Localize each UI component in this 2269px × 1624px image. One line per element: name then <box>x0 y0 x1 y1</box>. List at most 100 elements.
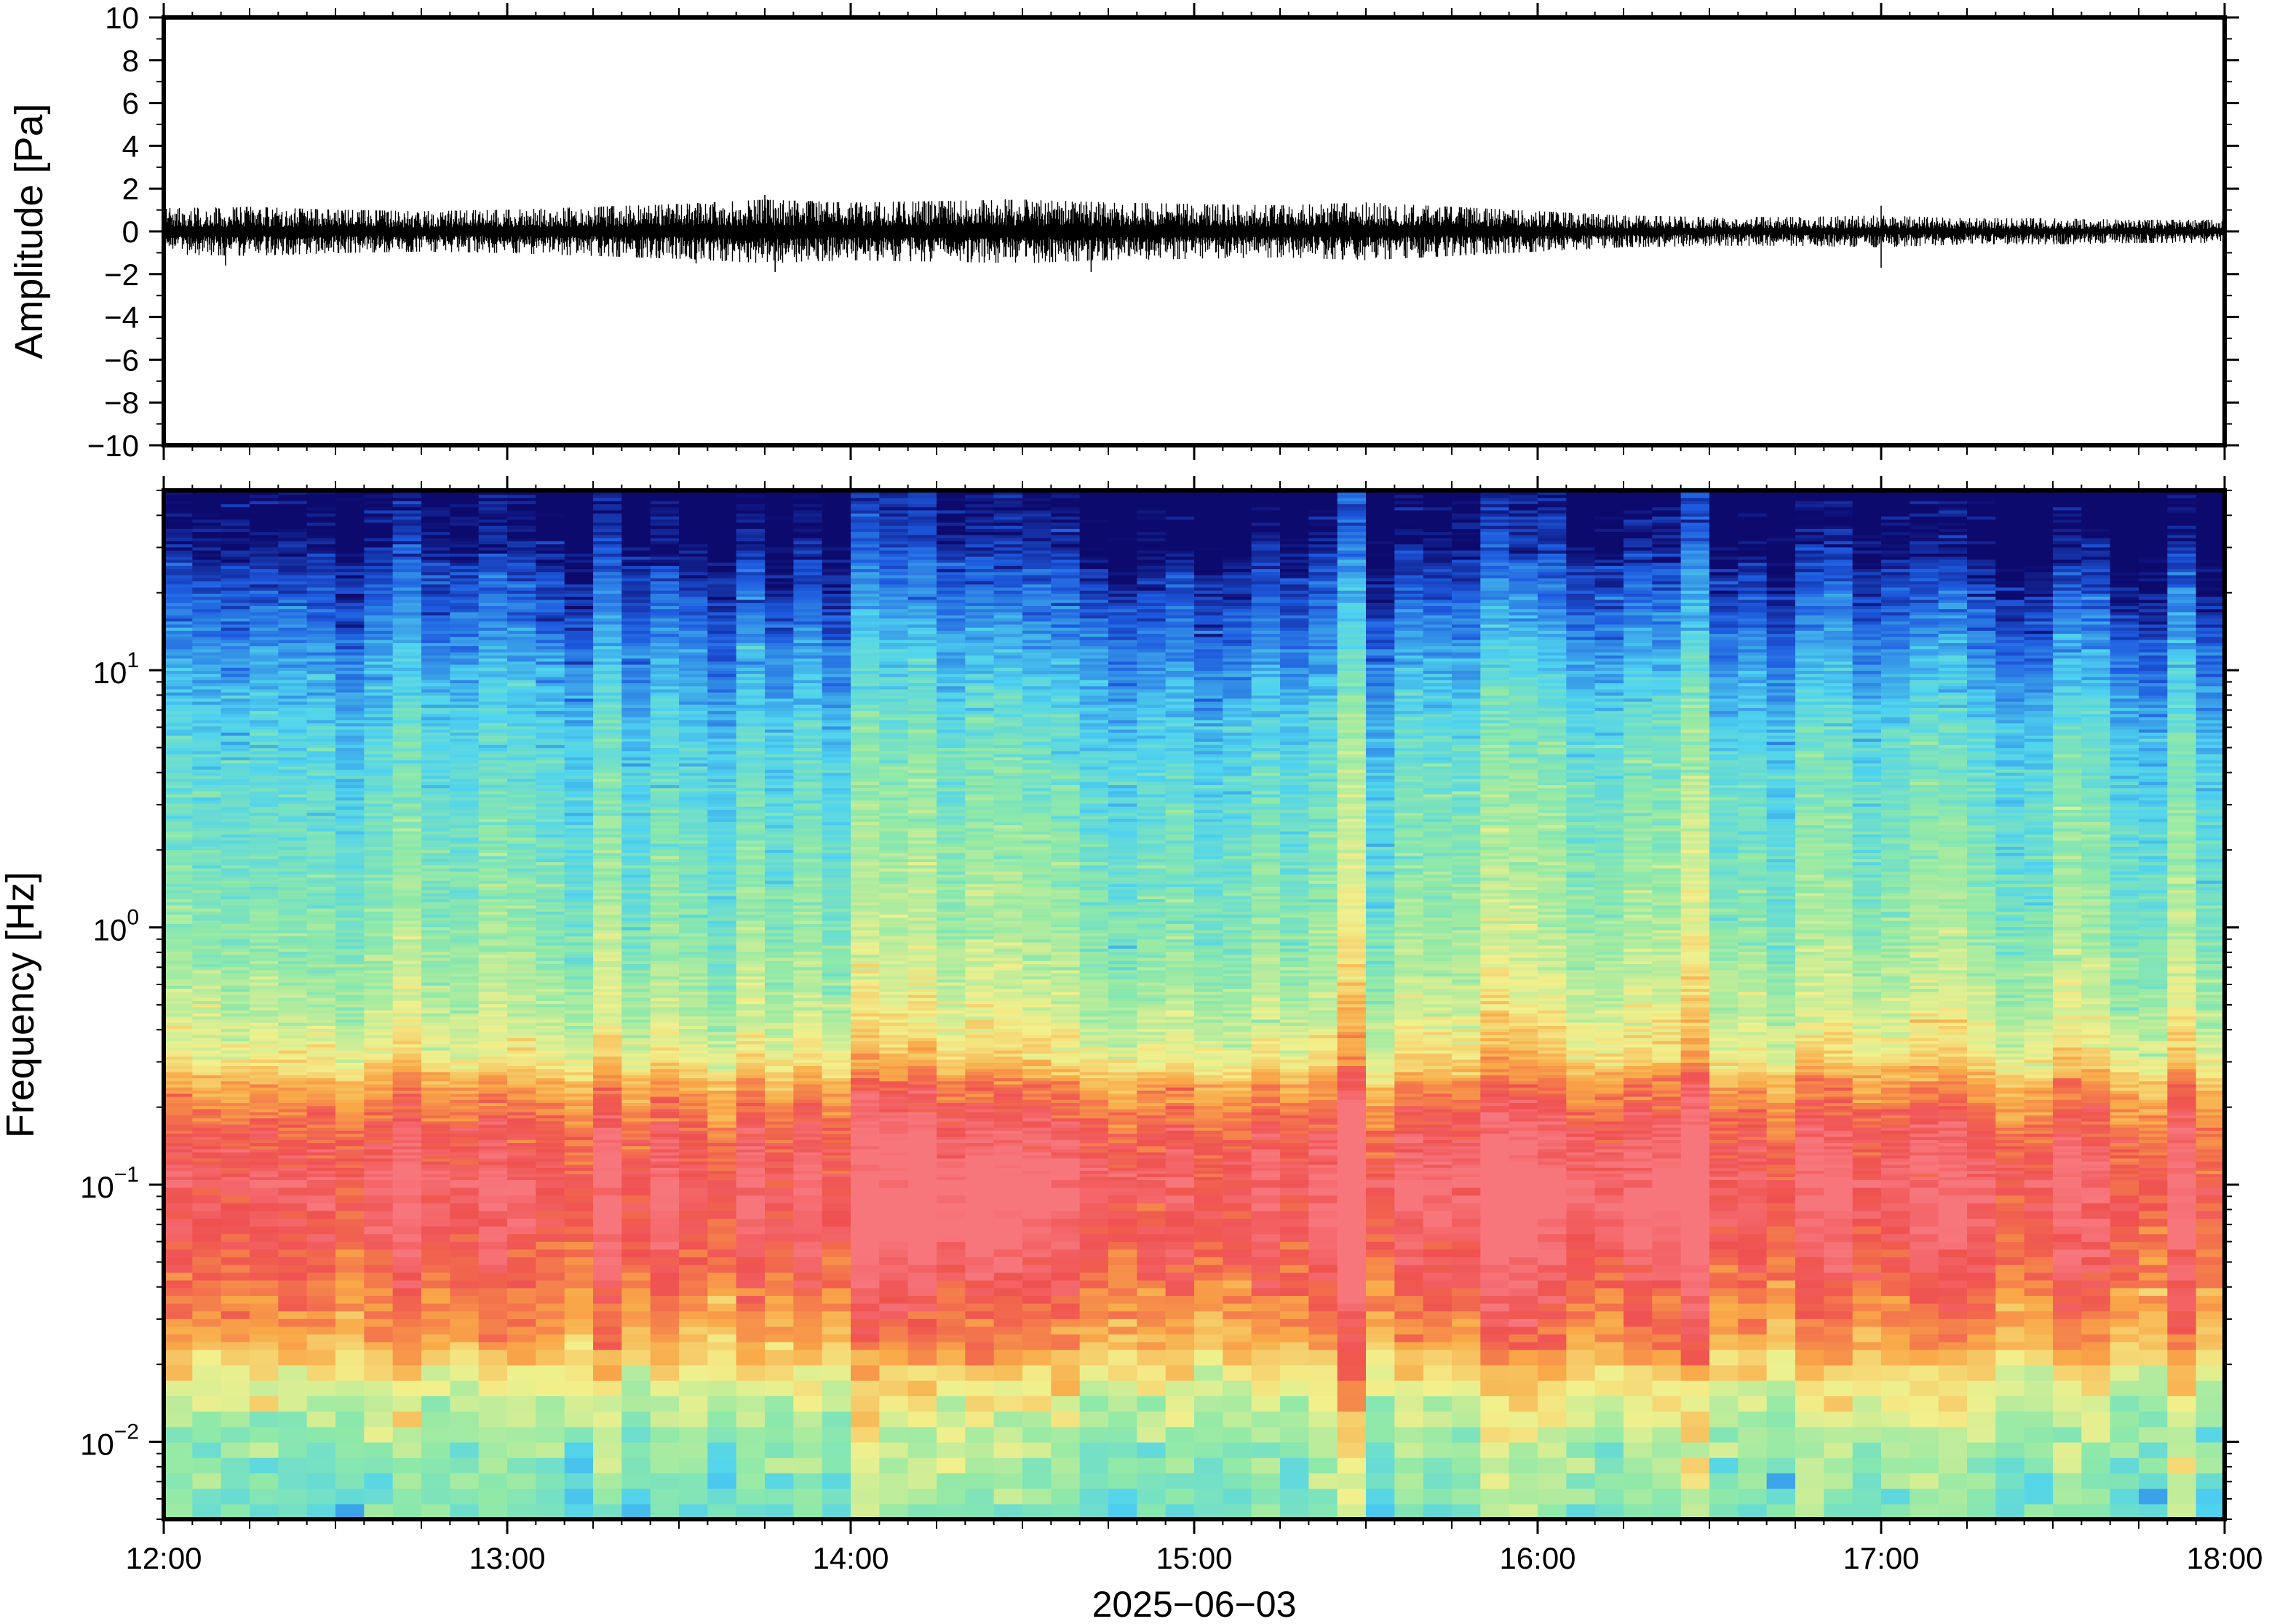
spectrogram-cell <box>421 1072 450 1075</box>
spectrogram-cell <box>164 1127 193 1131</box>
spectrogram-cell <box>364 911 393 915</box>
spectrogram-cell <box>651 939 680 943</box>
spectrogram-cell <box>364 853 393 856</box>
spectrogram-cell <box>565 541 594 544</box>
spectrogram-cell <box>221 568 250 572</box>
spectrogram-cell <box>593 1318 622 1326</box>
spectrogram-cell <box>164 958 193 961</box>
spectrogram-cell <box>421 1025 450 1029</box>
spectrogram-cell <box>250 1084 279 1088</box>
spectrogram-cell <box>421 1365 450 1381</box>
spectrogram-cell <box>250 769 279 773</box>
spectrogram-cell <box>536 967 565 971</box>
spectrogram-cell <box>621 748 651 752</box>
spectrogram-cell <box>565 744 594 748</box>
spectrogram-cell <box>593 776 622 779</box>
spectrogram-cell <box>479 627 508 631</box>
spectrogram-cell <box>364 1044 393 1048</box>
spectrogram-cell <box>393 1442 422 1458</box>
spectrogram-cell <box>364 1396 393 1412</box>
spectrogram-cell <box>536 834 565 837</box>
spectrogram-cell <box>364 720 393 723</box>
spectrogram-cell <box>479 800 508 804</box>
spectrogram-cell <box>221 883 250 887</box>
spectrogram-cell <box>450 565 479 569</box>
spectrogram-cell <box>450 1288 479 1296</box>
spectrogram-cell <box>307 1032 336 1035</box>
spectrogram-cell <box>278 723 307 727</box>
spectrogram-cell <box>536 658 565 661</box>
spectrogram-cell <box>250 568 279 572</box>
spectrogram-cell <box>192 544 221 548</box>
spectrogram-cell <box>536 769 565 773</box>
spectrogram-cell <box>307 587 336 591</box>
spectrogram-cell <box>651 525 680 529</box>
spectrogram-cell <box>651 788 680 792</box>
spectrogram-cell <box>335 1442 365 1458</box>
spectrogram-cell <box>536 1099 565 1103</box>
spectrogram-cell <box>421 525 450 529</box>
spectrogram-cell <box>421 963 450 967</box>
spectrogram-cell <box>621 1047 651 1051</box>
spectrogram-cell <box>507 1226 536 1234</box>
spectrogram-cell <box>536 955 565 958</box>
spectrogram-cell <box>393 784 422 788</box>
spectrogram-cell <box>507 538 536 541</box>
spectrogram-cell <box>621 976 651 979</box>
spectrogram-cell <box>335 908 365 912</box>
spectrogram-cell <box>393 769 422 773</box>
spectrogram-cell <box>192 1280 221 1288</box>
spectrogram-cell <box>651 1016 680 1020</box>
spectrogram-cell <box>479 1032 508 1035</box>
spectrogram-cell <box>536 1016 565 1020</box>
spectrogram-cell <box>421 819 450 822</box>
spectrogram-cell <box>335 788 365 792</box>
spectrogram-cell <box>278 495 307 498</box>
spectrogram-cell <box>278 680 307 683</box>
spectrogram-cell <box>307 572 336 576</box>
spectrogram-cell <box>335 1167 365 1171</box>
spectrogram-cell <box>221 649 250 653</box>
spectrogram-cell <box>507 1265 536 1273</box>
spectrogram-cell <box>565 1365 594 1381</box>
spectrogram-cell <box>192 831 221 835</box>
spectrogram-cell <box>164 525 193 529</box>
spectrogram-cell <box>221 748 250 752</box>
spectrogram-cell <box>221 828 250 832</box>
spectrogram-cell <box>536 646 565 650</box>
spectrogram-cell <box>221 1099 250 1103</box>
spectrogram-cell <box>192 883 221 887</box>
spectrogram-cell <box>621 896 651 899</box>
spectrogram-cell <box>450 736 479 739</box>
spectrogram-cell <box>307 902 336 906</box>
spectrogram-cell <box>421 707 450 711</box>
spectrogram-cell <box>364 945 393 949</box>
spectrogram-cell <box>221 575 250 578</box>
spectrogram-cell <box>593 507 622 511</box>
spectrogram-cell <box>278 809 307 813</box>
spectrogram-cell <box>278 1334 307 1342</box>
spectrogram-cell <box>335 682 365 686</box>
spectrogram-cell <box>164 1473 193 1489</box>
spectrogram-cell <box>621 945 651 949</box>
spectrogram-cell <box>593 565 622 569</box>
spectrogram-cell <box>536 1121 565 1125</box>
spectrogram-cell <box>393 1056 422 1060</box>
spectrogram-cell <box>565 618 594 621</box>
spectrogram-cell <box>536 803 565 807</box>
spectrogram-cell <box>621 562 651 566</box>
spectrogram-cell <box>536 627 565 631</box>
spectrogram-cell <box>393 1035 422 1038</box>
spectrogram-cell <box>621 890 651 893</box>
spectrogram-cell <box>593 853 622 856</box>
spectrogram-cell <box>164 498 193 501</box>
spectrogram-cell <box>221 572 250 576</box>
spectrogram-cell <box>307 704 336 708</box>
spectrogram-cell <box>364 1179 393 1187</box>
spectrogram-cell <box>250 840 279 844</box>
spectrogram-cell <box>421 769 450 773</box>
spectrogram-cell <box>393 674 422 677</box>
spectrogram-cell <box>450 510 479 514</box>
spectrogram-cell <box>307 970 336 974</box>
spectrogram-cell <box>192 797 221 800</box>
